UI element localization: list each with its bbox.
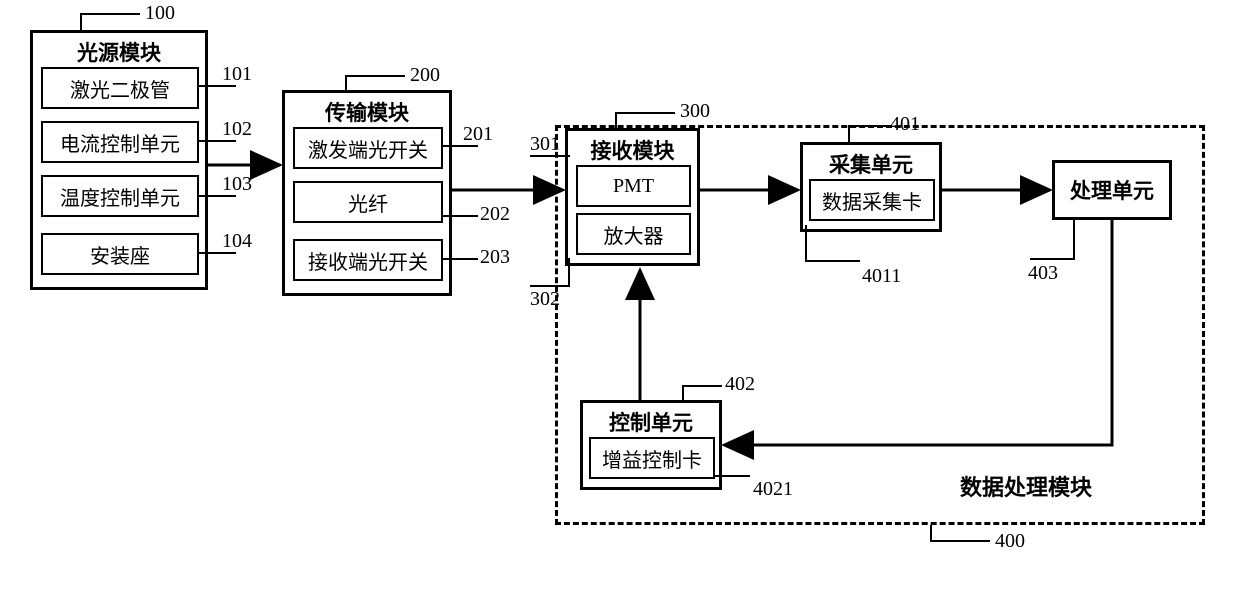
lead-line xyxy=(715,475,750,477)
lead-line xyxy=(1030,258,1075,260)
item-label: 温度控制单元 xyxy=(60,182,180,211)
lead-line xyxy=(443,215,478,217)
lead-line xyxy=(1073,220,1075,260)
item-current-control: 电流控制单元 xyxy=(41,121,199,163)
ref-label: 202 xyxy=(480,203,510,226)
lead-line xyxy=(345,75,347,90)
lead-line xyxy=(930,540,990,542)
unit-processing: 处理单元 xyxy=(1052,160,1172,220)
item-receive-switch: 接收端光开关 xyxy=(293,239,443,281)
item-label: 安装座 xyxy=(90,240,150,269)
item-label: 增益控制卡 xyxy=(602,444,702,473)
ref-label: 400 xyxy=(995,530,1025,553)
lead-line xyxy=(682,385,684,400)
module-light-source: 光源模块 激光二极管 电流控制单元 温度控制单元 安装座 xyxy=(30,30,208,290)
ref-label: 102 xyxy=(222,118,252,141)
ref-label: 201 xyxy=(463,123,493,146)
unit-acquisition: 采集单元 数据采集卡 xyxy=(800,142,942,232)
ref-label: 403 xyxy=(1028,262,1058,285)
lead-line xyxy=(345,75,405,77)
ref-label: 300 xyxy=(680,100,710,123)
item-daq-card: 数据采集卡 xyxy=(809,179,935,221)
lead-line xyxy=(682,385,722,387)
item-label: 激光二极管 xyxy=(70,74,170,103)
item-label: 电流控制单元 xyxy=(60,128,180,157)
lead-line xyxy=(443,258,478,260)
lead-line xyxy=(805,225,807,260)
item-fiber: 光纤 xyxy=(293,181,443,223)
lead-line xyxy=(848,125,888,127)
lead-line xyxy=(80,13,140,15)
ref-label: 200 xyxy=(410,64,440,87)
ref-label: 103 xyxy=(222,173,252,196)
item-label: 激发端光开关 xyxy=(308,134,428,163)
module-title: 数据处理模块 xyxy=(960,470,1092,502)
lead-line xyxy=(848,125,850,142)
item-laser-diode: 激光二极管 xyxy=(41,67,199,109)
module-transmission: 传输模块 激发端光开关 光纤 接收端光开关 xyxy=(282,90,452,296)
unit-control: 控制单元 增益控制卡 xyxy=(580,400,722,490)
item-temp-control: 温度控制单元 xyxy=(41,175,199,217)
ref-label: 101 xyxy=(222,63,252,86)
ref-label: 401 xyxy=(890,113,920,136)
unit-title: 采集单元 xyxy=(803,145,939,181)
lead-line xyxy=(80,13,82,30)
ref-label: 104 xyxy=(222,230,252,253)
lead-line xyxy=(615,112,675,114)
ref-label: 402 xyxy=(725,373,755,396)
lead-line xyxy=(930,525,932,542)
lead-line xyxy=(805,260,860,262)
item-gain-card: 增益控制卡 xyxy=(589,437,715,479)
ref-label: 4011 xyxy=(862,265,901,288)
ref-label: 100 xyxy=(145,2,175,25)
module-title: 光源模块 xyxy=(33,33,205,69)
unit-title: 处理单元 xyxy=(1070,175,1154,205)
item-label: 光纤 xyxy=(348,188,388,217)
unit-title: 控制单元 xyxy=(583,403,719,439)
item-label: 数据采集卡 xyxy=(822,186,922,215)
ref-label: 4021 xyxy=(753,478,793,501)
item-label: 接收端光开关 xyxy=(308,246,428,275)
ref-label: 203 xyxy=(480,246,510,269)
item-excite-switch: 激发端光开关 xyxy=(293,127,443,169)
module-title: 传输模块 xyxy=(285,93,449,129)
item-mount: 安装座 xyxy=(41,233,199,275)
